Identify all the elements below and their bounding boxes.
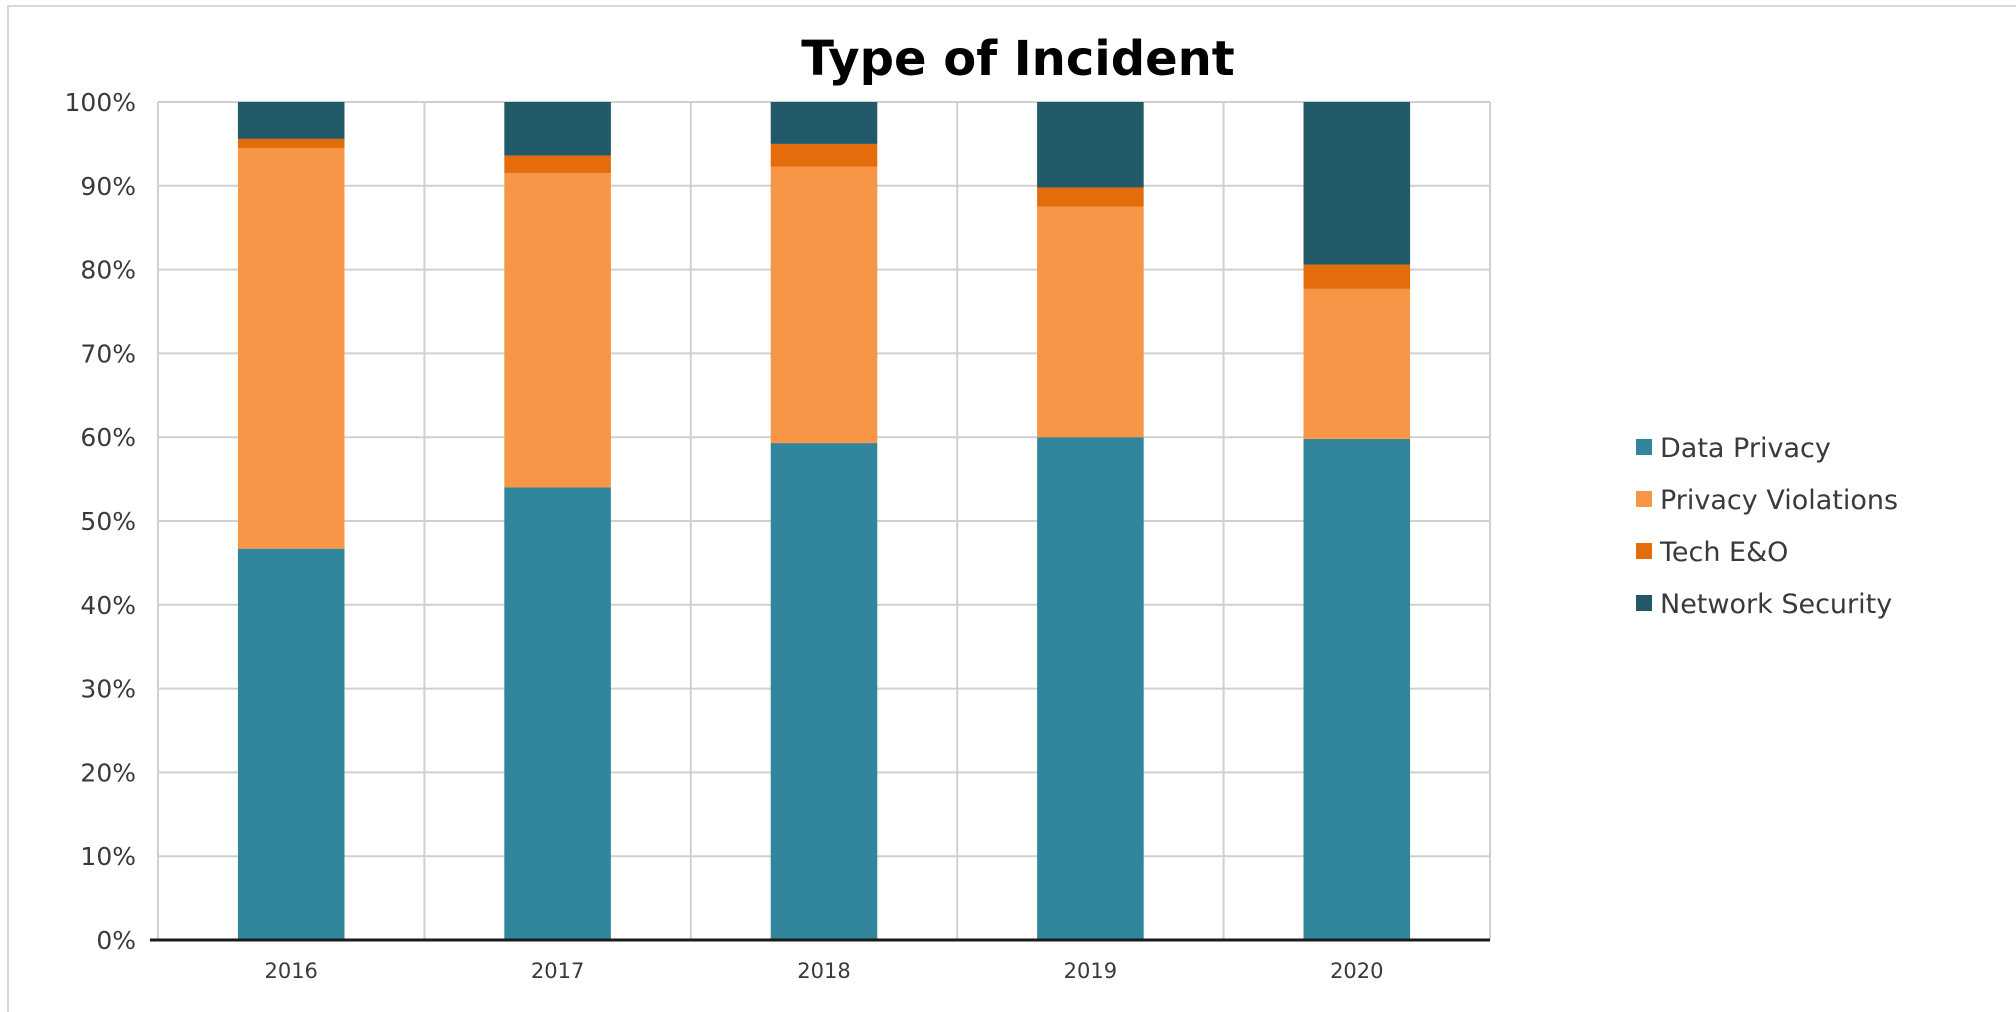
bar-segment — [1303, 288, 1411, 439]
legend-item: Network Security — [1636, 589, 1892, 620]
bar-segment — [237, 148, 345, 549]
y-tick-label: 20% — [80, 758, 136, 787]
y-tick-label: 70% — [80, 339, 136, 368]
legend: Data Privacy Privacy Violations Tech E&O Ne… — [1636, 433, 1898, 620]
x-tick-label: 2020 — [1330, 959, 1383, 983]
legend-item: Privacy Violations — [1636, 485, 1898, 516]
bar-segment — [1037, 102, 1144, 188]
y-tick-label: 100% — [65, 88, 136, 117]
legend-swatch — [1636, 439, 1652, 455]
bar-segment — [1037, 206, 1144, 438]
bar-segment — [504, 173, 611, 488]
bar-segment — [770, 143, 878, 167]
y-tick-label: 90% — [80, 172, 136, 201]
legend-label: Network Security — [1660, 589, 1892, 620]
bar-segment — [237, 138, 345, 149]
bar-segment — [237, 102, 345, 139]
axes: 0% 10% 20% 30% 40% 50% 60% 70% 80% 90% 100% 2016 201… — [65, 88, 1490, 983]
x-tick-label: 2019 — [1064, 959, 1117, 983]
bar-segment — [504, 155, 611, 174]
legend-swatch — [1636, 491, 1652, 507]
bars — [237, 102, 1411, 940]
legend-swatch — [1636, 543, 1652, 559]
x-tick-label: 2016 — [264, 959, 317, 983]
bar-segment — [504, 487, 611, 940]
bar-segment — [1303, 102, 1411, 265]
bar-segment — [504, 102, 611, 156]
bar-segment — [770, 102, 878, 144]
x-tick-label: 2018 — [797, 959, 850, 983]
y-tick-label: 80% — [80, 256, 136, 285]
bar-segment — [1303, 264, 1411, 289]
bar-segment — [237, 548, 345, 940]
legend-item: Tech E&O — [1636, 537, 1788, 568]
bar-segment — [770, 443, 878, 940]
legend-swatch — [1636, 595, 1652, 611]
legend-label: Privacy Violations — [1660, 485, 1898, 516]
bar-segment — [1303, 438, 1411, 940]
y-tick-label: 60% — [80, 423, 136, 452]
chart-title: Type of Incident — [801, 31, 1235, 87]
y-tick-label: 30% — [80, 675, 136, 704]
y-tick-label: 50% — [80, 507, 136, 536]
y-tick-label: 0% — [96, 926, 136, 955]
bar-segment — [770, 166, 878, 444]
bar-segment — [1037, 437, 1144, 940]
bar-segment — [1037, 187, 1144, 207]
legend-item: Data Privacy — [1636, 433, 1831, 464]
y-tick-label: 40% — [80, 591, 136, 620]
legend-label: Tech E&O — [1659, 537, 1788, 568]
legend-label: Data Privacy — [1660, 433, 1831, 464]
x-tick-label: 2017 — [531, 959, 584, 983]
y-tick-label: 10% — [80, 842, 136, 871]
